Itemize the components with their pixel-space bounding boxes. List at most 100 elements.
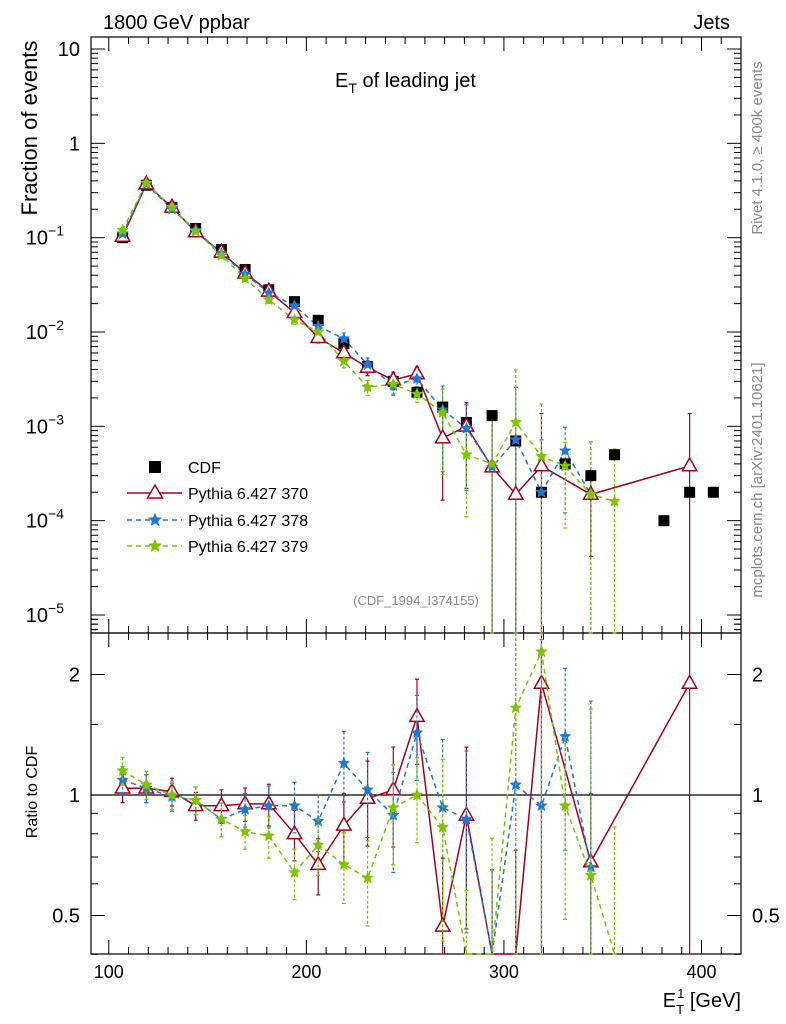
y-tick-exponent: −3 xyxy=(48,411,64,427)
pythia-379-marker xyxy=(436,405,450,418)
pythia-379-marker xyxy=(262,293,276,306)
cdf-data-point xyxy=(658,515,670,527)
ratio-pythia-378-marker xyxy=(288,799,301,812)
pythia-379-marker xyxy=(485,457,499,470)
ratio-tick-label-right: 2 xyxy=(752,665,763,687)
pythia-379-marker xyxy=(535,449,548,462)
pythia-379-marker xyxy=(165,200,179,213)
ratio-pythia-379-marker xyxy=(337,857,351,871)
pythia-378-marker xyxy=(116,227,129,240)
x-axis-title-sub: T xyxy=(676,1002,684,1017)
ratio-pythia-378-marker xyxy=(410,726,424,739)
y-tick-label: 10 xyxy=(58,39,80,61)
ratio-pythia-379-marker xyxy=(189,793,203,806)
data-marks xyxy=(114,174,719,955)
ratio-pythia-370-marker xyxy=(335,815,353,831)
ratio-tick-label: 0.5 xyxy=(52,906,80,928)
cdf-data-point xyxy=(486,410,498,422)
x-axis-title-e: E xyxy=(663,990,676,1012)
ratio-pythia-378-marker xyxy=(361,783,374,796)
y-tick-label: 10−5 xyxy=(26,600,64,627)
y-tick-exponent: −2 xyxy=(48,317,64,333)
ratio-pythia-379-marker xyxy=(238,824,252,838)
ratio-pythia-379-marker xyxy=(386,800,400,814)
pythia-379-marker xyxy=(361,380,374,393)
ratio-pythia-378-marker xyxy=(460,812,473,825)
y-tick-exponent: −1 xyxy=(48,223,64,239)
rivet-version-label: Rivet 4.1.0, ≥ 400k events xyxy=(749,61,766,234)
cdf-data-point xyxy=(684,486,696,498)
pythia-370-marker xyxy=(681,456,699,472)
legend-pythia-370-marker xyxy=(146,483,164,499)
ratio-pythia-379-marker xyxy=(262,829,276,842)
pythia-378-marker xyxy=(460,421,473,434)
ratio-pythia-379-marker xyxy=(288,865,301,878)
pythia-379-marker xyxy=(584,487,598,500)
pythia-379-marker xyxy=(139,176,153,189)
pythia-379-marker xyxy=(410,387,424,400)
y-axis-title: Fraction of events xyxy=(17,41,42,216)
plot-title-sub: T xyxy=(348,80,357,96)
ratio-tick-label: 2 xyxy=(69,665,80,687)
plot-title: ET of leading jet xyxy=(335,70,476,96)
process-label: Jets xyxy=(693,12,730,34)
pythia-379-marker xyxy=(337,354,351,367)
pythia-379-marker xyxy=(311,325,325,338)
ratio-tick-label-right: 1 xyxy=(752,785,763,807)
legend-entry-label: Pythia 6.427 370 xyxy=(188,486,308,503)
ratio-pythia-378-marker xyxy=(337,756,351,769)
y-tick-exponent: −5 xyxy=(48,600,64,616)
mcplots-reference-label: mcplots.cern.ch [arXiv:2401.10621] xyxy=(749,362,766,597)
plot-title-rest: of leading jet xyxy=(357,70,476,92)
pythia-370-marker xyxy=(434,428,452,444)
y-tick-exponent: −4 xyxy=(48,506,64,522)
pythia-378-marker xyxy=(288,299,301,312)
legend: CDF Pythia 6.427 370 Pythia 6.427 378 Pythi… xyxy=(127,460,308,556)
ratio-pythia-378-marker xyxy=(238,802,252,815)
ratio-pythia-379-marker xyxy=(436,820,450,833)
legend-pythia-378-marker xyxy=(148,512,162,526)
x-axis-title-unit: [GeV] xyxy=(684,990,741,1012)
legend-pythia-379-marker xyxy=(148,538,162,552)
ratio-pythia-379-marker xyxy=(535,645,548,658)
pythia-379-marker xyxy=(189,224,203,237)
legend-entry-label: Pythia 6.427 379 xyxy=(188,539,308,556)
x-tick-label: 200 xyxy=(291,962,321,982)
ratio-pythia-378-marker xyxy=(386,808,400,821)
collision-label: 1800 GeV ppbar xyxy=(103,12,250,34)
ratio-pythia-379-marker xyxy=(509,701,523,714)
analysis-id-label: (CDF_1994_I374155) xyxy=(353,593,479,608)
pythia-379-marker xyxy=(116,223,129,236)
cdf-data-point xyxy=(609,449,621,461)
ratio-pythia-379-marker xyxy=(116,764,129,777)
ratio-tick-label-right: 0.5 xyxy=(752,906,780,928)
legend-cdf-marker xyxy=(149,461,161,473)
plot-title-main: E xyxy=(335,70,348,92)
ratio-pythia-379-marker xyxy=(410,788,424,801)
ratio-pythia-379-marker xyxy=(558,799,572,812)
pythia-378-marker xyxy=(558,444,572,457)
pythia-379-marker xyxy=(386,377,400,390)
ratio-pythia-379-marker xyxy=(584,868,598,881)
ratio-line-3 xyxy=(122,649,616,955)
pythia-379-marker xyxy=(238,271,252,284)
pythia-378-marker xyxy=(410,372,424,385)
ratio-pythia-379-marker xyxy=(139,778,153,791)
cdf-data-point xyxy=(585,470,597,482)
ratio-tick-label: 1 xyxy=(69,785,80,807)
x-axis-title-sup: 1 xyxy=(677,986,684,1001)
pythia-378-marker xyxy=(361,358,374,371)
pythia-379-marker xyxy=(215,248,228,261)
legend-entry-label: CDF xyxy=(188,460,221,477)
pythia-379-marker xyxy=(558,459,572,472)
x-axis-title: ET1 [GeV] xyxy=(663,986,741,1017)
ratio-pythia-378-marker xyxy=(262,799,276,812)
y-tick-label: 1 xyxy=(69,133,80,155)
ratio-pythia-379-marker xyxy=(361,871,374,884)
pythia-370-marker xyxy=(507,484,525,500)
ratio-pythia-379-marker xyxy=(311,838,325,851)
pythia-378-marker xyxy=(535,485,548,498)
